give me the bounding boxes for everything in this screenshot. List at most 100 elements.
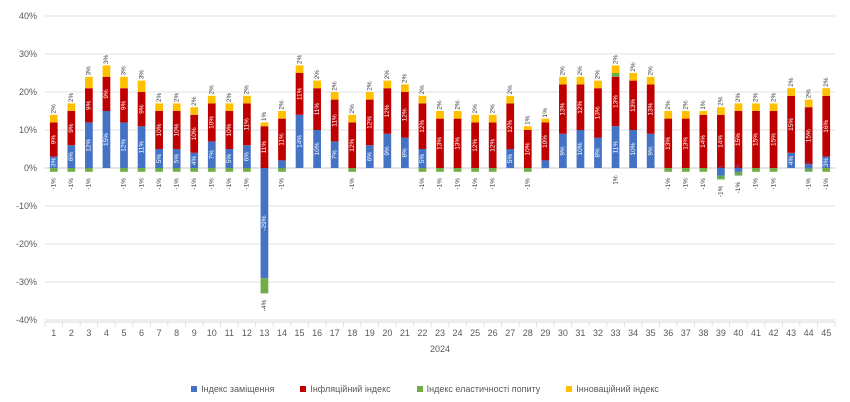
- data-label: 2%: [68, 92, 75, 102]
- data-label: -1%: [173, 178, 180, 190]
- data-label: 12%: [349, 138, 356, 151]
- bar-segment: [155, 168, 163, 172]
- bar-segment: [611, 73, 620, 77]
- data-label: 2%: [735, 92, 742, 102]
- x-tick-label: 13: [259, 328, 269, 338]
- data-label: 2%: [349, 104, 356, 114]
- x-tick-label: 25: [470, 328, 480, 338]
- bar-segment: [172, 149, 181, 168]
- data-label: 16%: [823, 119, 830, 132]
- bar-segment: [172, 111, 181, 149]
- data-label: 2%: [191, 96, 198, 106]
- bar-segment: [137, 168, 146, 172]
- legend-swatch: [566, 386, 573, 392]
- data-label: 7%: [331, 150, 338, 160]
- data-label: 2%: [314, 70, 321, 80]
- bar-segment: [120, 76, 128, 89]
- data-label: -1%: [50, 178, 57, 190]
- bar-segment: [278, 111, 286, 119]
- bar-segment: [453, 118, 462, 168]
- bar-segment: [488, 168, 497, 172]
- x-tick-label: 45: [821, 328, 831, 338]
- data-label: 1%: [805, 161, 812, 171]
- data-label: 5%: [173, 154, 180, 164]
- x-tick-label: 3: [86, 328, 91, 338]
- bar-segment: [278, 118, 286, 161]
- bar-segment: [418, 103, 427, 149]
- bar-segment: [664, 111, 673, 119]
- data-label: 2%: [279, 159, 286, 169]
- data-label: 2%: [753, 92, 760, 102]
- legend-swatch: [300, 386, 307, 392]
- bar-segment: [471, 114, 479, 123]
- bar-segment: [67, 111, 76, 146]
- data-label: 2%: [437, 100, 444, 110]
- bar-segment: [137, 92, 146, 127]
- data-label: 10%: [577, 142, 584, 155]
- data-label: 2%: [279, 100, 286, 110]
- data-label: 2%: [244, 85, 251, 95]
- data-label: 1%: [612, 175, 619, 185]
- bar-segment: [225, 168, 234, 172]
- data-label: 11%: [261, 141, 268, 154]
- data-label: 13%: [454, 137, 461, 150]
- data-label: -1%: [770, 178, 777, 190]
- data-label: -1%: [718, 185, 725, 197]
- data-label: -1%: [735, 182, 742, 194]
- bar-segment: [681, 168, 690, 172]
- bar-segment: [313, 80, 321, 89]
- y-tick-label: 30%: [19, 49, 37, 59]
- x-tick-label: 23: [435, 328, 445, 338]
- y-tick-label: -20%: [16, 239, 37, 249]
- bar-segment: [453, 111, 462, 119]
- bar-segment: [787, 152, 795, 168]
- x-tick-label: 22: [417, 328, 427, 338]
- x-tick-label: 2: [69, 328, 74, 338]
- x-tick-label: 19: [365, 328, 375, 338]
- bar-segment: [436, 168, 444, 172]
- data-label: 9%: [560, 146, 567, 156]
- data-label: 7%: [208, 150, 215, 160]
- bar-segment: [734, 171, 743, 176]
- y-tick-label: 40%: [19, 11, 37, 21]
- bar-segment: [734, 168, 743, 172]
- x-tick-label: 16: [312, 328, 322, 338]
- bar-segment: [49, 168, 58, 172]
- bar-segment: [611, 76, 620, 127]
- data-label: 9%: [647, 146, 654, 156]
- data-label: -1%: [349, 178, 356, 190]
- data-label: 1%: [524, 115, 531, 125]
- bar-segment: [401, 92, 409, 138]
- x-tick-label: 35: [646, 328, 656, 338]
- bar-segment: [559, 76, 567, 85]
- data-label: -1%: [191, 178, 198, 190]
- bar-segment: [471, 168, 479, 172]
- x-tick-label: 1: [51, 328, 56, 338]
- data-label: 9%: [86, 100, 93, 110]
- bar-segment: [769, 111, 778, 168]
- bar-segment: [418, 95, 427, 104]
- data-label: 2%: [612, 54, 619, 64]
- bar-segment: [646, 84, 655, 134]
- bar-segment: [717, 107, 725, 115]
- x-tick-label: 18: [347, 328, 357, 338]
- data-label: 8%: [402, 148, 409, 158]
- x-tick-label: 36: [663, 328, 673, 338]
- x-tick-label: 32: [593, 328, 603, 338]
- bar-segment: [822, 88, 831, 96]
- legend-swatch: [191, 386, 198, 392]
- bar-segment: [804, 168, 813, 172]
- data-label: 2%: [682, 100, 689, 110]
- bar-segment: [699, 111, 708, 115]
- data-label: 12%: [86, 138, 93, 151]
- data-label: 2%: [366, 81, 373, 91]
- data-label: 3%: [86, 66, 93, 76]
- bar-segment: [401, 137, 409, 168]
- data-label: 9%: [384, 146, 391, 156]
- bar-segment: [436, 111, 444, 119]
- bar-segment: [629, 80, 637, 130]
- bar-segment: [717, 175, 725, 180]
- data-label: 10%: [524, 142, 531, 155]
- bar-segment: [278, 168, 286, 172]
- bar-segment: [348, 114, 357, 123]
